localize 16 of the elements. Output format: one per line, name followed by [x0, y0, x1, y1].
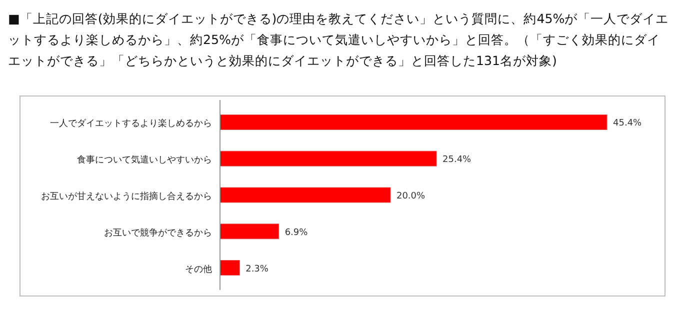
- y-tick-label: 一人でダイエットするより楽しめるから: [50, 118, 212, 130]
- y-tick-label: 食事について気遣いしやすいから: [77, 154, 212, 166]
- bar: [220, 224, 280, 240]
- y-tick-label: その他: [185, 264, 212, 275]
- bar: [220, 260, 240, 276]
- bar: [220, 114, 608, 130]
- y-tick-label: お互いで競争ができるから: [104, 227, 212, 238]
- data-label: 45.4%: [613, 118, 642, 129]
- data-label: 6.9%: [284, 228, 308, 238]
- bar: [220, 187, 391, 203]
- data-label: 20.0%: [396, 192, 426, 202]
- chart-title: ■「上記の回答(効果的にダイエットができる)の理由を教えてください」という質問に、約45%が「一人でダイエットするより楽しめるから」、約25%が「食事について気遣いしやすいから」と回答。（「すごく効果的にダイエットができる」「どちらかというと効果的にダイエットができる」と回答した131名が対象): [8, 10, 670, 70]
- y-tick-label: お互いが甘えないように指摘し合えるから: [41, 191, 212, 202]
- bar: [220, 150, 437, 166]
- data-label: 2.3%: [246, 264, 269, 274]
- data-label: 25.4%: [442, 155, 472, 166]
